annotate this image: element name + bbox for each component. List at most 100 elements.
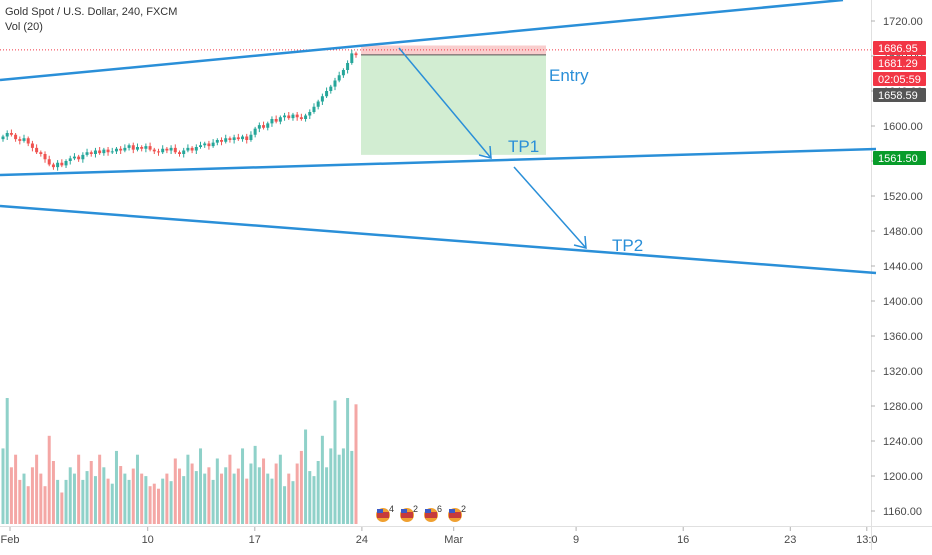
volume-bar [43, 486, 47, 524]
candle-body [140, 147, 144, 149]
candle-body [354, 53, 358, 56]
volume-bar [257, 467, 261, 524]
volume-bar [39, 473, 43, 524]
candle-body [295, 114, 299, 118]
candle-body [304, 115, 308, 119]
volume-bar [30, 467, 34, 524]
candle-body [131, 145, 135, 150]
volume-bar [308, 471, 312, 524]
candle-body [203, 143, 207, 146]
candle-body [186, 147, 190, 151]
candle-body [333, 80, 337, 87]
volume-bar [173, 458, 177, 524]
volume-bar [93, 476, 97, 524]
candle-body [341, 70, 345, 76]
event-count: 2 [413, 504, 418, 514]
y-tick-label: 1400.00 [883, 296, 923, 308]
candle-body [329, 86, 333, 91]
candle-body [266, 123, 270, 128]
volume-bar [325, 467, 329, 524]
candle-body [291, 114, 295, 119]
candle-body [51, 164, 55, 168]
event-flag-canton [425, 509, 431, 513]
candle-body [60, 162, 64, 166]
y-tick-label: 1720.00 [883, 16, 923, 28]
candle-body [262, 125, 266, 128]
last-price-badge-bg [873, 41, 926, 55]
descending-support-trendline [0, 204, 877, 275]
volume-bar [228, 454, 232, 524]
candle-body [119, 148, 123, 151]
arrow-to-tp1 [398, 47, 492, 159]
volume-bar [26, 486, 30, 524]
candle-body [337, 75, 341, 81]
candle-body [89, 152, 93, 154]
countdown-badge-bg [873, 72, 926, 86]
volume-bar [232, 473, 236, 524]
volume-bar [207, 467, 211, 524]
volume-bar [127, 479, 131, 524]
candle-body [72, 156, 76, 159]
volume-bar [178, 468, 181, 524]
event-count: 6 [437, 504, 442, 514]
trendlines[interactable] [0, 0, 877, 275]
candle-body [26, 138, 30, 144]
volume-bar [211, 479, 215, 524]
volume-bar [114, 450, 118, 524]
economic-events[interactable]: 4 2 6 2 [375, 504, 467, 523]
candle-body [43, 154, 47, 160]
candle-body [1, 136, 5, 140]
x-tick-label: 16 [677, 534, 689, 546]
volume-bar [81, 479, 85, 524]
volume-bar [110, 483, 114, 524]
time-axis[interactable]: Feb 10 17 24 Mar 9 16 23 13:0 [1, 527, 878, 546]
annotations[interactable]: Entry TP1 TP2 [508, 66, 643, 255]
volume-bar [64, 479, 68, 524]
event-flag-canton [449, 509, 455, 513]
volume-bar [304, 429, 308, 524]
candle-body [123, 147, 127, 151]
y-tick-label: 1360.00 [883, 331, 923, 343]
volume-bar [199, 448, 203, 524]
arrows[interactable] [398, 47, 587, 249]
y-tick-label: 1320.00 [883, 366, 923, 378]
candle-body [93, 150, 97, 154]
event-count: 4 [389, 504, 394, 514]
volume-bar [241, 448, 245, 524]
candle-body [253, 128, 257, 135]
volume-bar [106, 478, 110, 524]
candle-body [220, 140, 224, 142]
symbol-title[interactable]: Gold Spot / U.S. Dollar, 240, FXCM [5, 6, 178, 18]
volume-bar [329, 448, 333, 524]
volume-bar [316, 461, 320, 524]
tp1-label: TP1 [508, 137, 539, 156]
x-tick-label: 17 [249, 534, 261, 546]
volume-label[interactable]: Vol (20) [5, 21, 43, 33]
candle-body [190, 147, 194, 151]
volume-bar [14, 454, 18, 524]
volume-bar [77, 454, 81, 524]
event-flag-canton [401, 509, 407, 513]
volume-bar [274, 463, 278, 524]
candle-body [85, 152, 89, 155]
event-count: 2 [461, 504, 466, 514]
volume-bar [47, 435, 51, 524]
volume-bar [190, 463, 194, 524]
candle-body [14, 134, 18, 140]
volume-bar [9, 467, 13, 524]
position-zones [0, 45, 871, 155]
candle-body [249, 134, 253, 140]
price-axis[interactable]: 1720.001680.001640.001600.001560.001520.… [871, 16, 923, 518]
tp2-label: TP2 [612, 236, 643, 255]
candle-body [257, 125, 261, 129]
candle-body [270, 119, 274, 124]
x-tick-label: 24 [356, 534, 368, 546]
candle-body [169, 147, 173, 151]
y-tick-label: 1520.00 [883, 191, 923, 203]
volume-bar [165, 473, 169, 524]
event-flag-stripe [401, 512, 413, 518]
candles [1, 49, 358, 171]
candle-body [114, 148, 118, 152]
